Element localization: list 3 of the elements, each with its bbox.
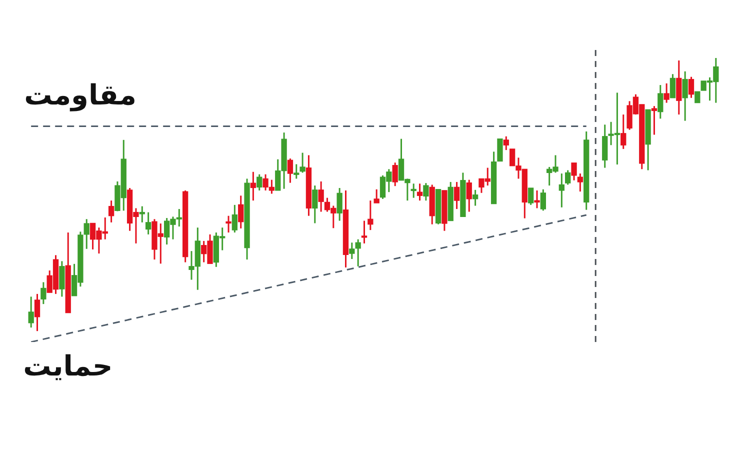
candlestick	[361, 220, 368, 244]
series-label: مقاومت	[24, 78, 136, 112]
series-label: حمایت	[23, 349, 113, 382]
